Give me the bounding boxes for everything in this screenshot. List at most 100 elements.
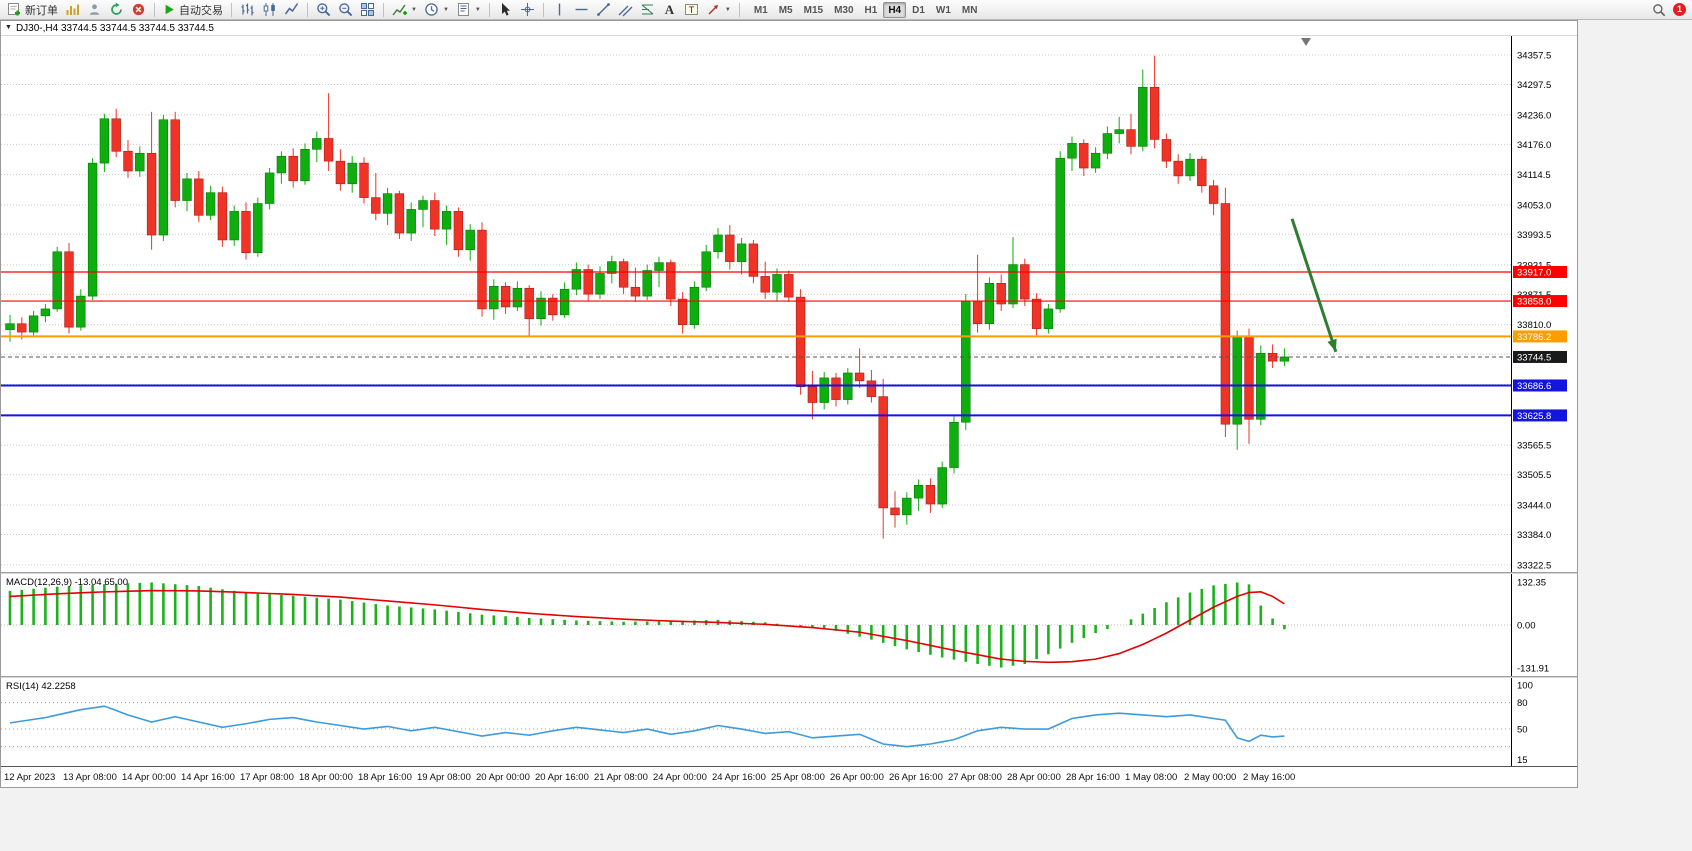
candlestick-chart[interactable]: 34357.5 34297.5 34236.0 34176.0 34114.5 34053… [1, 36, 1577, 572]
chevron-down-icon: ▼ [442, 6, 449, 13]
candle-bullish [465, 229, 475, 251]
templates-button[interactable]: ▼ [453, 1, 484, 19]
template-icon [456, 2, 471, 17]
text-label-icon: T [684, 2, 699, 17]
horizontal-line-tool[interactable] [571, 1, 592, 19]
candle-bullish [40, 308, 51, 317]
candle-bearish [170, 119, 180, 201]
bar-chart-icon [65, 2, 80, 17]
collapse-chart-icon[interactable]: ▼ [5, 24, 12, 31]
zoom-in-icon [316, 2, 331, 17]
candle-bullish [406, 209, 416, 234]
time-axis-label: 12 Apr 2023 [4, 772, 56, 783]
chevron-down-icon: ▼ [411, 6, 417, 13]
macd-scale-label: 132.35 [1517, 578, 1546, 589]
candle-bullish [182, 178, 192, 201]
refresh-button[interactable] [106, 1, 127, 19]
candle-bullish [536, 297, 546, 320]
profile-button[interactable] [84, 1, 105, 19]
candle-bullish [253, 203, 263, 254]
cursor-button[interactable] [495, 1, 516, 19]
text-label-tool[interactable]: T [681, 1, 702, 19]
hline-price-text: 33858.0 [1517, 297, 1551, 308]
zoom-in-button[interactable] [313, 1, 334, 19]
chart-window: ▼ DJ30-,H4 33744.5 33744.5 33744.5 33744… [0, 20, 1578, 788]
timeframe-button-m30[interactable]: M30 [829, 2, 858, 18]
bar-chart-type-button[interactable] [237, 1, 258, 19]
time-axis[interactable]: 12 Apr 2023 13 Apr 08:00 14 Apr 00:00 14 Ap… [1, 766, 1577, 787]
auto-trading-button[interactable]: 自动交易 [160, 1, 226, 19]
toolbar-right-group: 1 [1649, 1, 1688, 19]
candlestick-icon [262, 2, 277, 17]
candle-bearish [725, 234, 735, 262]
timeframe-button-mn[interactable]: MN [957, 2, 983, 18]
candle-bullish [1102, 133, 1113, 154]
price-tick-label: 33322.5 [1517, 560, 1551, 571]
timeframe-toolbar: M1 M5 M15 M30 H1 H4 D1 W1 MN [749, 1, 983, 18]
timeframe-button-h1[interactable]: H1 [860, 2, 883, 18]
line-chart-type-button[interactable] [281, 1, 302, 19]
crosshair-button[interactable] [517, 1, 538, 19]
timeframe-button-d1[interactable]: D1 [907, 2, 930, 18]
rsi-scale-label: 15 [1517, 755, 1528, 766]
trend-arrow-object[interactable] [1290, 218, 1338, 353]
candle-bearish [677, 298, 688, 325]
price-tick-label: 34236.0 [1517, 110, 1551, 121]
time-axis-label: 25 Apr 08:00 [771, 772, 825, 783]
panel-splitter[interactable] [1, 676, 1577, 678]
candle-bullish [913, 484, 924, 499]
candlestick-type-button[interactable] [259, 1, 280, 19]
current-price-text: 33744.5 [1517, 352, 1551, 363]
candle-bearish [217, 192, 228, 241]
chart-window-button[interactable] [62, 1, 83, 19]
chart-title: DJ30-,H4 33744.5 33744.5 33744.5 33744.5 [15, 22, 214, 34]
arrow-objects-tool[interactable]: ▼ [703, 1, 734, 19]
hline-price-flag [1513, 330, 1567, 343]
time-axis-label: 13 Apr 08:00 [63, 772, 117, 783]
candle-bearish [807, 386, 818, 403]
timeframe-button-w1[interactable]: W1 [931, 2, 956, 18]
timeframe-button-m15[interactable]: M15 [799, 2, 828, 18]
candle-bullish [654, 262, 664, 271]
candle-bullish [689, 286, 700, 325]
text-icon: A [662, 2, 677, 17]
timeframe-button-h4[interactable]: H4 [883, 1, 907, 18]
price-tick-label: 33384.0 [1517, 530, 1551, 541]
timeframe-button-m1[interactable]: M1 [749, 2, 773, 18]
time-axis-label: 21 Apr 08:00 [594, 772, 648, 783]
macd-chart[interactable]: 132.35 0.00 -131.91 [1, 574, 1577, 676]
search-button[interactable] [1649, 1, 1669, 19]
candle-bearish [1126, 129, 1136, 147]
candle-bearish [394, 193, 405, 234]
text-tool[interactable]: A [659, 1, 680, 19]
candle-bullish [1090, 152, 1101, 169]
vertical-line-tool[interactable] [549, 1, 570, 19]
new-order-button[interactable]: 新订单 [4, 1, 61, 19]
indicators-button[interactable]: ▼ [389, 1, 420, 19]
time-axis-label: 24 Apr 00:00 [653, 772, 707, 783]
crosshair-icon [520, 2, 535, 17]
candle-bullish [347, 162, 357, 185]
trendline-tool[interactable] [593, 1, 614, 19]
candle-bullish [1067, 143, 1077, 159]
channel-tool[interactable] [615, 1, 636, 19]
chart-shift-marker[interactable] [1301, 38, 1311, 46]
zoom-out-button[interactable] [335, 1, 356, 19]
candle-bearish [64, 251, 74, 328]
periods-button[interactable]: ▼ [421, 1, 452, 19]
candle-bullish [937, 467, 947, 505]
timeframe-button-m5[interactable]: M5 [774, 2, 798, 18]
tile-windows-button[interactable] [357, 1, 378, 19]
candle-bearish [123, 150, 133, 172]
candle-bearish [618, 261, 629, 288]
panel-splitter[interactable] [1, 572, 1577, 574]
candle-bearish [854, 372, 865, 382]
notification-badge[interactable]: 1 [1673, 3, 1686, 16]
candle-bullish [382, 193, 393, 214]
alerts-button[interactable] [128, 1, 149, 19]
chevron-down-icon: ▼ [724, 6, 731, 13]
fibonacci-tool[interactable] [637, 1, 658, 19]
hline-price-text: 33625.8 [1517, 411, 1551, 422]
time-axis-label: 14 Apr 00:00 [122, 772, 176, 783]
rsi-chart[interactable]: 100 80 50 15 [1, 678, 1577, 766]
